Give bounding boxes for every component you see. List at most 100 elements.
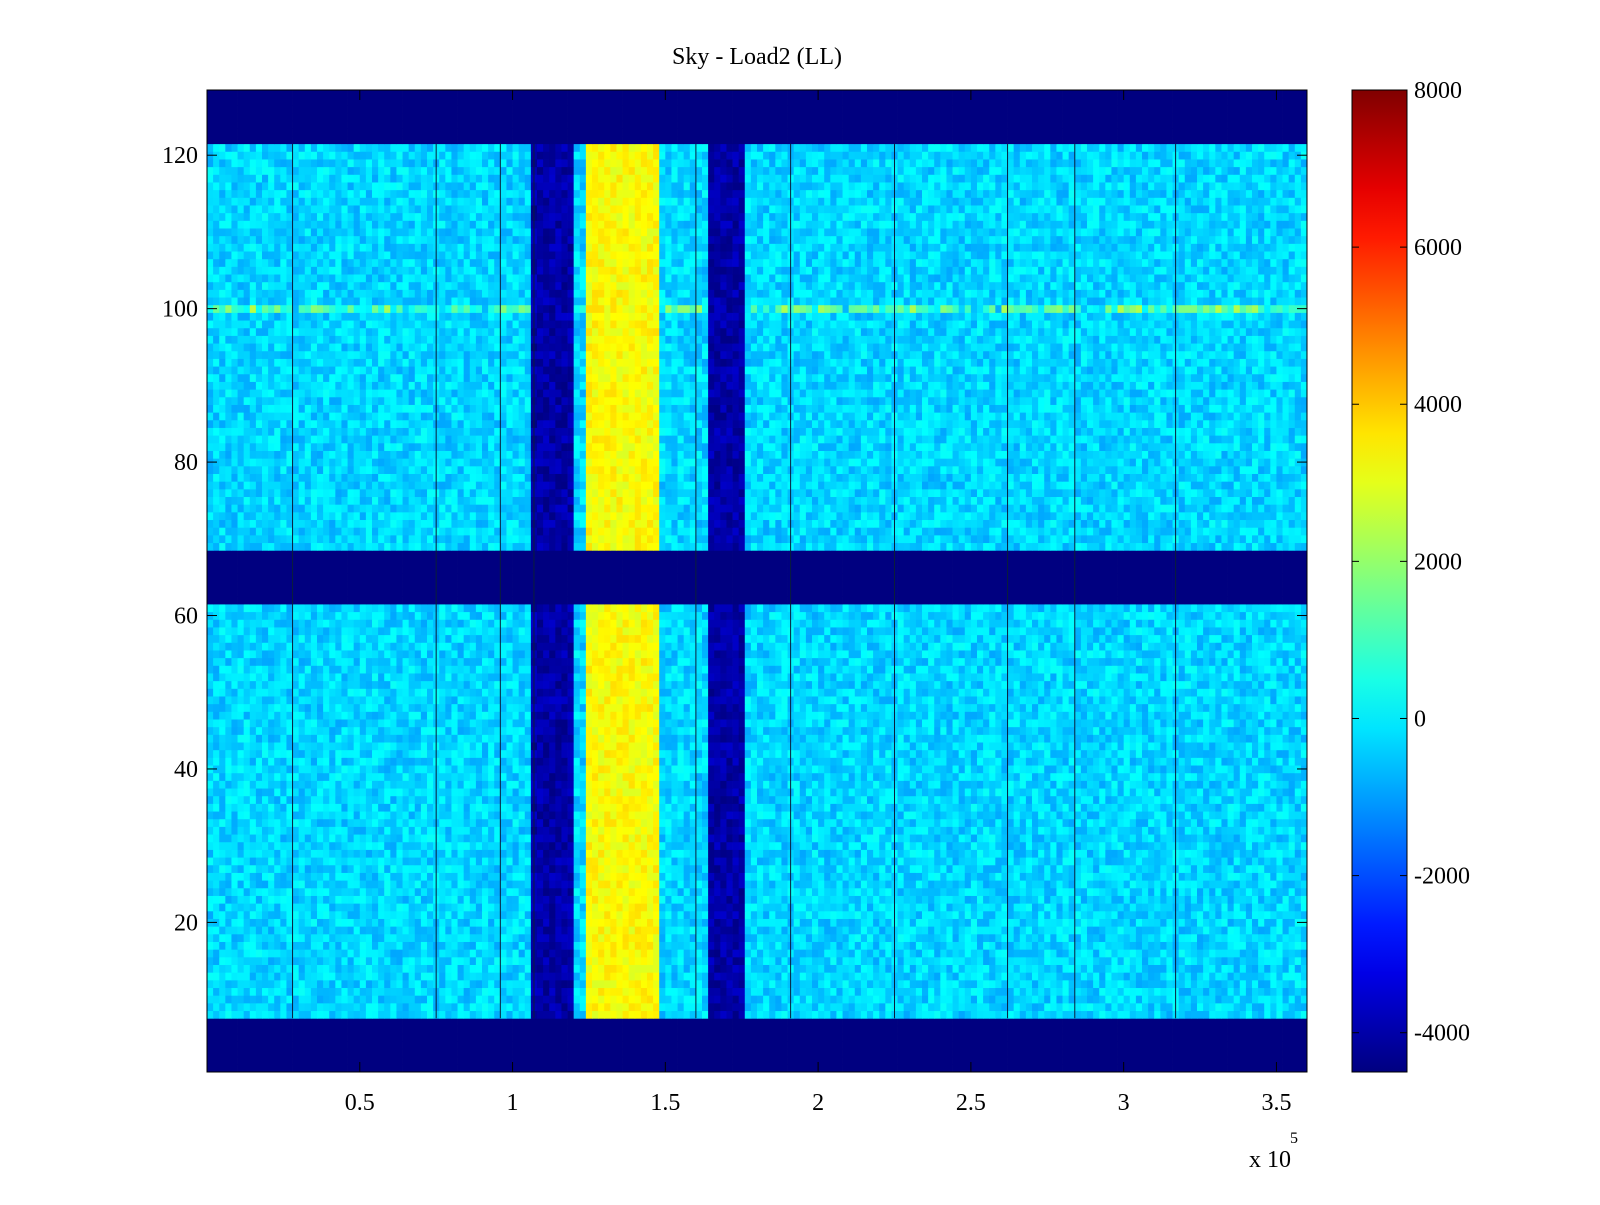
heatmap-cell (1032, 910, 1039, 919)
heatmap-cell (695, 941, 703, 950)
heatmap-cell (207, 864, 214, 873)
heatmap-cell (1300, 995, 1307, 1004)
heatmap-cell (958, 979, 966, 989)
heatmap-cell (469, 903, 477, 912)
heatmap-cell (604, 926, 611, 935)
heatmap-cell (408, 910, 416, 919)
heatmap-cell (1087, 903, 1094, 912)
heatmap-cell (445, 872, 452, 881)
heatmap-cell (640, 956, 648, 965)
heatmap-cell (1007, 1010, 1015, 1019)
heatmap-cell (402, 941, 410, 950)
heatmap-cell (1099, 995, 1106, 1004)
heatmap-cell (940, 887, 947, 896)
heatmap-cell (1252, 1010, 1259, 1019)
heatmap-cell (775, 910, 782, 919)
heatmap-cell (1123, 1041, 1131, 1050)
heatmap-cell (475, 910, 483, 919)
heatmap-cell (604, 1048, 611, 1058)
heatmap-cell (1300, 1018, 1307, 1027)
heatmap-cell (1068, 941, 1076, 950)
heatmap-cell (1087, 1025, 1094, 1035)
heatmap-cell (219, 987, 226, 996)
heatmap-cell (567, 941, 575, 950)
heatmap-cell (579, 880, 587, 889)
heatmap-cell (500, 864, 507, 873)
heatmap-cell (482, 1064, 489, 1072)
heatmap-cell (310, 1033, 318, 1042)
heatmap-cell (567, 964, 575, 973)
heatmap-cell (225, 956, 232, 965)
heatmap-cell (671, 903, 678, 912)
heatmap-cell (304, 1064, 312, 1072)
heatmap-cell (1123, 1064, 1131, 1072)
heatmap-cell (860, 864, 868, 873)
heatmap-cell (243, 1018, 251, 1027)
heatmap-cell (1294, 1033, 1302, 1042)
heatmap-cell (1038, 995, 1045, 1004)
heatmap-cell (915, 1041, 923, 1050)
heatmap-cell (683, 910, 691, 919)
heatmap-cell (1190, 895, 1198, 904)
heatmap-cell (506, 903, 513, 912)
heatmap-cell (384, 956, 391, 965)
heatmap-cell (420, 1064, 428, 1072)
heatmap-cell (341, 903, 348, 912)
heatmap-cell (1129, 872, 1137, 881)
heatmap-cell (1074, 949, 1082, 958)
heatmap-cell (231, 1018, 238, 1027)
heatmap-cell (219, 1010, 226, 1019)
heatmap-cell (1062, 887, 1070, 896)
heatmap-cell (1233, 964, 1241, 973)
heatmap-cell (592, 887, 599, 896)
heatmap-cell (714, 972, 721, 981)
heatmap-cell (1233, 1025, 1241, 1035)
heatmap-cell (1001, 941, 1008, 950)
heatmap-cell (1025, 857, 1033, 866)
heatmap-cell (1044, 1041, 1051, 1050)
heatmap-cell (506, 910, 513, 919)
heatmap-cell (402, 926, 410, 935)
heatmap-cell (702, 995, 709, 1004)
heatmap-cell (922, 933, 929, 942)
heatmap-cell (1288, 872, 1296, 881)
heatmap-cell (812, 1041, 819, 1050)
heatmap-cell (873, 872, 880, 881)
heatmap-cell (1239, 1064, 1247, 1072)
heatmap-cell (457, 949, 465, 958)
heatmap-cell (1050, 995, 1057, 1004)
heatmap-cell (757, 1025, 764, 1035)
heatmap-cell (934, 857, 941, 866)
heatmap-cell (598, 887, 605, 896)
heatmap-cell (915, 857, 923, 866)
heatmap-cell (647, 1010, 654, 1019)
heatmap-cell (1062, 1064, 1070, 1072)
heatmap-cell (860, 1002, 868, 1012)
heatmap-cell (598, 926, 605, 935)
heatmap-cell (1184, 880, 1192, 889)
heatmap-cell (909, 933, 917, 942)
heatmap-cell (286, 1064, 293, 1072)
heatmap-cell (897, 941, 905, 950)
heatmap-cell (1044, 1033, 1051, 1042)
heatmap-cell (885, 949, 892, 958)
heatmap-cell (983, 872, 990, 881)
heatmap-cell (427, 918, 434, 927)
heatmap-cell (1050, 972, 1057, 981)
heatmap-cell (1276, 949, 1283, 958)
heatmap-cell (970, 964, 978, 973)
heatmap-cell (402, 1048, 410, 1058)
heatmap-cell (793, 1033, 801, 1042)
heatmap-cell (298, 949, 306, 958)
heatmap-cell (1227, 979, 1235, 989)
heatmap-cell (1129, 933, 1137, 942)
heatmap-cell (353, 1048, 361, 1058)
heatmap-cell (1105, 918, 1112, 927)
heatmap-cell (414, 972, 422, 981)
heatmap-cell (1142, 964, 1149, 973)
heatmap-cell (1245, 1018, 1253, 1027)
heatmap-cell (524, 926, 532, 935)
heatmap-cell (812, 1056, 819, 1065)
heatmap-cell (824, 1018, 831, 1027)
heatmap-cell (1300, 926, 1307, 935)
